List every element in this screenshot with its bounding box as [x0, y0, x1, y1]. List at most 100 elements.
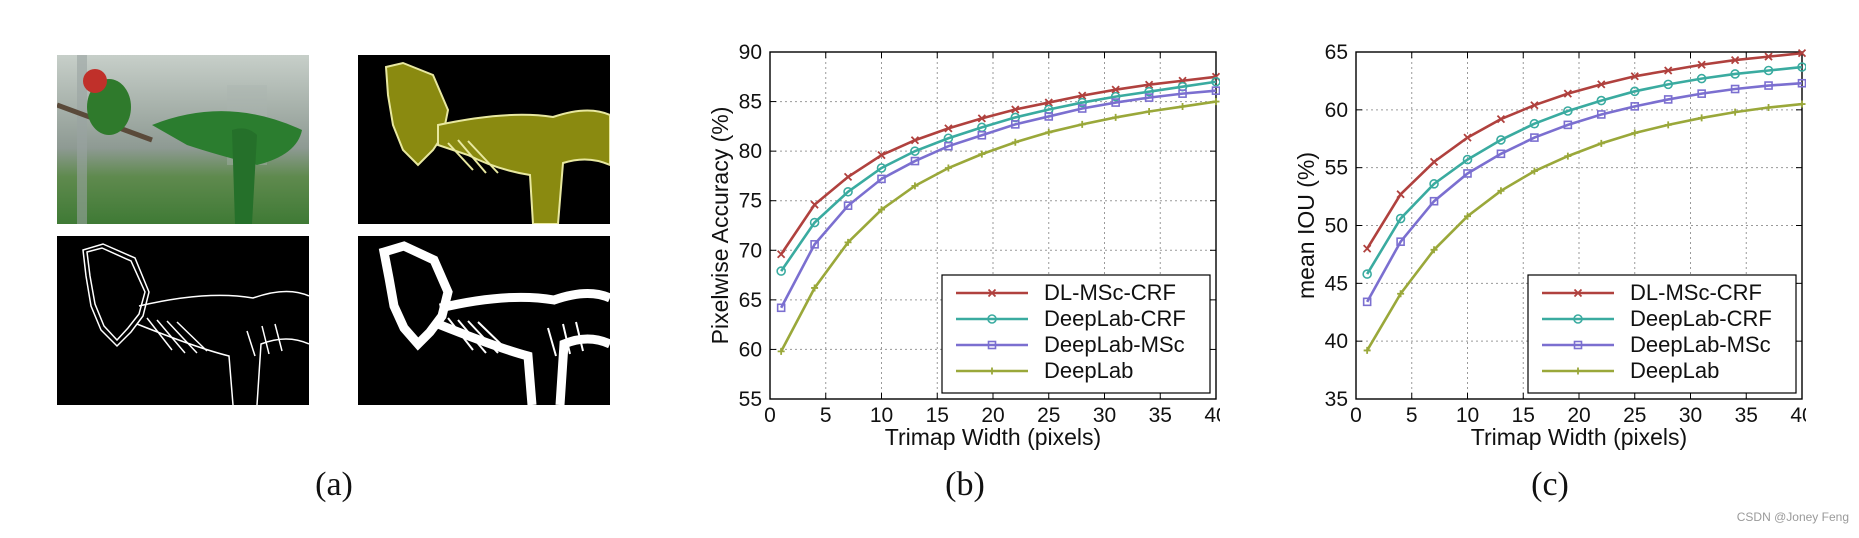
y-tick-label: 50 — [1325, 215, 1348, 238]
data-point — [1111, 85, 1120, 94]
y-axis-label: mean IOU (%) — [1293, 152, 1319, 299]
legend-entry: DeepLab — [1542, 358, 1719, 383]
x-tick-label: 15 — [926, 404, 949, 427]
data-point — [1429, 196, 1439, 206]
data-point — [843, 201, 853, 210]
thin-trimap-boundary — [57, 236, 309, 405]
data-point — [1077, 104, 1087, 113]
x-tick-label: 40 — [1204, 404, 1220, 427]
series-deeplab-crf — [776, 76, 1220, 276]
data-point — [1697, 89, 1706, 98]
data-point — [1362, 269, 1372, 279]
parrot-photo — [57, 55, 309, 224]
legend-label: DeepLab — [1630, 358, 1719, 383]
wide-trimap-band — [358, 236, 610, 405]
segmentation-mask — [358, 55, 610, 224]
data-point — [1396, 237, 1405, 246]
y-tick-label: 70 — [739, 239, 762, 262]
series-deeplab-msc — [776, 86, 1220, 313]
data-point — [1663, 95, 1673, 104]
data-point — [1429, 179, 1439, 189]
data-point — [777, 347, 785, 355]
data-point — [987, 288, 997, 298]
data-point — [1530, 167, 1538, 175]
data-point — [1530, 101, 1539, 110]
data-point — [810, 240, 819, 249]
data-point — [910, 146, 920, 156]
data-point — [1145, 107, 1153, 115]
pixel-accuracy-chart-svg: 0 5 10 15 20 25 30 35 40 55 60 65 70 75 80 85 90 Trimap W… — [707, 41, 1220, 450]
data-point — [1764, 81, 1773, 90]
data-point — [1573, 340, 1583, 350]
data-point — [776, 303, 786, 313]
data-point — [1045, 128, 1053, 136]
y-tick-label: 55 — [739, 388, 762, 411]
data-point — [776, 266, 786, 276]
data-point — [1496, 135, 1506, 145]
data-point — [1731, 108, 1739, 116]
data-point — [1631, 129, 1639, 137]
data-point — [1597, 139, 1605, 147]
y-tick-label: 65 — [1325, 41, 1348, 64]
data-point — [988, 367, 996, 375]
data-point — [1463, 169, 1472, 178]
y-tick-label: 55 — [1325, 157, 1348, 180]
data-point — [1211, 86, 1220, 95]
data-point — [1730, 55, 1740, 65]
data-point — [1563, 120, 1573, 130]
legend-entry: DeepLab-CRF — [1542, 306, 1772, 331]
data-point — [1144, 93, 1154, 102]
data-point — [1429, 157, 1439, 167]
data-point — [1044, 112, 1054, 121]
legend-entry: DeepLab-MSc — [956, 332, 1185, 357]
data-point — [877, 150, 886, 160]
data-point — [977, 130, 987, 140]
data-point — [809, 217, 820, 228]
legend-label: DL-MSc-CRF — [1044, 280, 1176, 305]
legend-label: DeepLab-CRF — [1044, 306, 1186, 331]
data-point — [1397, 290, 1405, 298]
legend-box — [941, 274, 1211, 394]
y-tick-label: 45 — [1325, 272, 1348, 295]
data-point — [1630, 72, 1639, 81]
data-point — [1178, 89, 1187, 98]
data-point — [1179, 103, 1187, 111]
x-tick-label: 10 — [870, 404, 893, 427]
y-tick-label: 75 — [739, 190, 762, 213]
data-point — [1596, 95, 1607, 106]
x-axis-label: Trimap Width (pixels) — [1471, 424, 1687, 450]
data-point — [1077, 97, 1088, 108]
data-point — [876, 163, 887, 173]
data-point — [1110, 91, 1121, 102]
data-point — [1462, 154, 1473, 165]
legend-entry: DL-MSc-CRF — [956, 280, 1176, 305]
legend-label: DeepLab — [1044, 358, 1133, 383]
data-point — [1563, 106, 1573, 116]
data-point — [1078, 91, 1087, 100]
mean-iou-chart-svg: 0 5 10 15 20 25 30 35 40 35 40 45 50 55 60 65 Trimap Wid… — [1293, 41, 1806, 450]
series-line — [780, 75, 1217, 255]
data-point — [944, 164, 952, 172]
y-tick-label: 65 — [739, 289, 762, 312]
data-point — [1765, 104, 1773, 112]
series-dl-msc-crf — [777, 72, 1220, 259]
data-point — [987, 340, 997, 350]
legend-label: DeepLab-MSc — [1630, 332, 1771, 357]
data-point — [911, 182, 919, 190]
caption-c: (c) — [1531, 466, 1569, 503]
series-deeplab — [1363, 100, 1806, 354]
legend-entry: DeepLab — [956, 358, 1133, 383]
x-tick-label: 35 — [1735, 404, 1758, 427]
data-point — [1629, 86, 1640, 97]
x-tick-label: 5 — [1406, 404, 1418, 427]
x-tick-label: 40 — [1790, 404, 1806, 427]
data-point — [1363, 346, 1371, 354]
data-point — [1530, 133, 1539, 142]
data-point — [1574, 367, 1582, 375]
y-axis-label: Pixelwise Accuracy (%) — [707, 107, 733, 345]
data-point — [1730, 69, 1740, 79]
series-line — [780, 89, 1217, 309]
data-point — [1573, 288, 1583, 298]
x-axis-label: Trimap Width (pixels) — [885, 424, 1101, 450]
x-tick-label: 25 — [1037, 404, 1060, 427]
